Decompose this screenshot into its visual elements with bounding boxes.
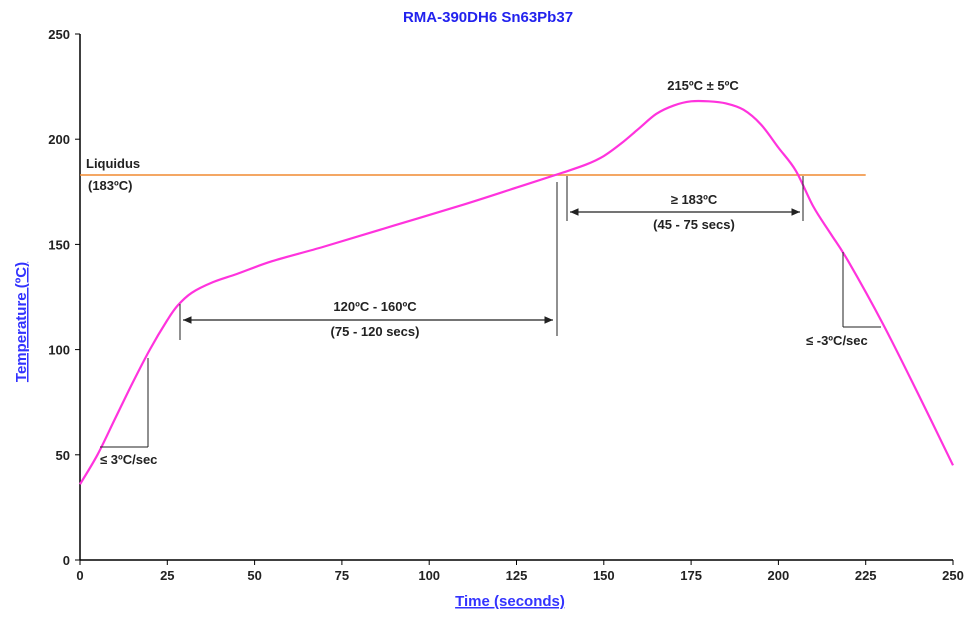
- liquidus-label: Liquidus: [86, 156, 140, 171]
- y-tick-label: 200: [48, 132, 70, 147]
- temperature-profile-line: [79, 99, 954, 485]
- x-tick-label: 0: [76, 568, 83, 583]
- ramp-down-label: ≤ -3ºC/sec: [806, 333, 868, 348]
- liquidus-reference: Liquidus (183ºC): [80, 156, 866, 193]
- liquidus-sublabel: (183ºC): [88, 178, 132, 193]
- x-tick-label: 150: [593, 568, 615, 583]
- y-tick-label: 250: [48, 27, 70, 42]
- x-tick-label: 100: [418, 568, 440, 583]
- y-tick-label: 100: [48, 343, 70, 358]
- x-axis-ticks: 0 25 50 75 100 125 150 175 200 225 250: [76, 560, 964, 583]
- annotations: ≤ 3ºC/sec 120ºC - 160ºC (75 - 120 secs) …: [100, 78, 881, 467]
- peak-temperature-label: 215ºC ± 5ºC: [667, 78, 739, 93]
- axes: [79, 34, 953, 561]
- x-tick-label: 250: [942, 568, 964, 583]
- soak-temperature-label: 120ºC - 160ºC: [333, 299, 417, 314]
- x-tick-label: 175: [680, 568, 702, 583]
- x-tick-label: 200: [768, 568, 790, 583]
- y-axis-ticks: 0 50 100 150 200 250: [48, 27, 80, 568]
- x-tick-label: 25: [160, 568, 174, 583]
- y-axis-title: Temperature (ºC): [13, 262, 30, 382]
- y-tick-label: 50: [56, 448, 70, 463]
- x-tick-label: 125: [506, 568, 528, 583]
- y-tick-label: 0: [63, 553, 70, 568]
- x-tick-label: 75: [335, 568, 349, 583]
- x-tick-label: 50: [247, 568, 261, 583]
- tal-time-label: (45 - 75 secs): [653, 217, 735, 232]
- y-tick-label: 150: [48, 237, 70, 252]
- tal-temperature-label: ≥ 183ºC: [671, 192, 718, 207]
- soak-time-label: (75 - 120 secs): [331, 324, 420, 339]
- x-axis-title: Time (seconds): [455, 593, 565, 610]
- ramp-up-label: ≤ 3ºC/sec: [100, 452, 157, 467]
- x-tick-label: 225: [855, 568, 877, 583]
- chart-title: RMA-390DH6 Sn63Pb37: [403, 9, 573, 26]
